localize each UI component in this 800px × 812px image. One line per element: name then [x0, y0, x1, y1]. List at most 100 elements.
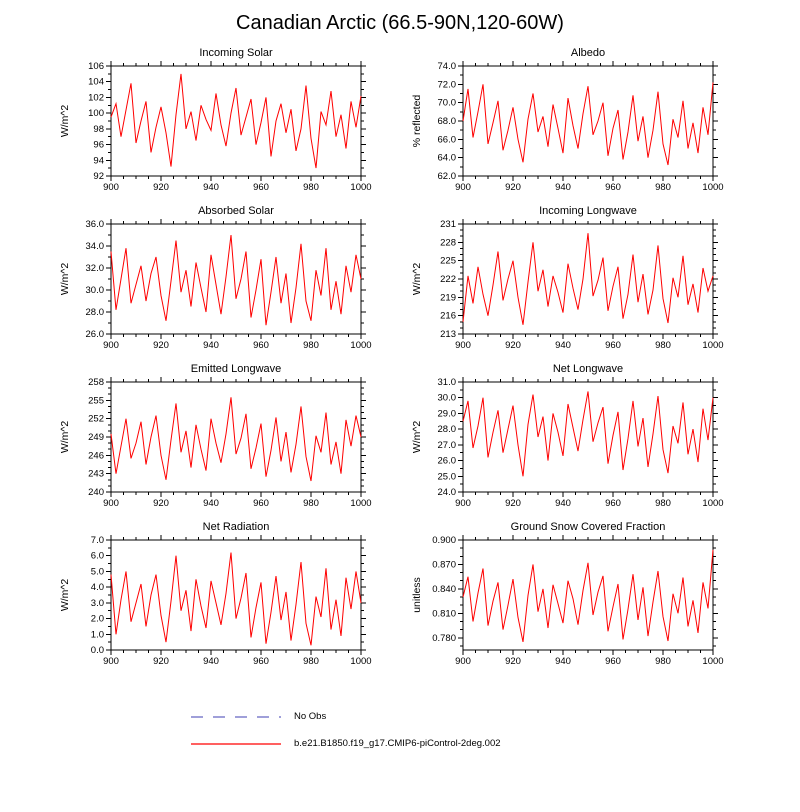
y-tick-label: 30.0 — [86, 285, 105, 296]
plot-area: 900 920 940 960 980 1000 240 243 246 249 252 255 258 — [88, 377, 372, 509]
y-axis-label: W/m^2 — [59, 420, 71, 454]
x-tick-label: 1000 — [702, 656, 723, 667]
legend-label-model-run: b.e21.B1850.f19_g17.CMIP6-piControl-2deg… — [294, 738, 501, 749]
x-tick-label: 980 — [655, 340, 671, 351]
x-tick-label: 900 — [103, 498, 119, 509]
plot-wrap: W/m^2 900 920 940 960 980 1000 26.0 28.0 30.0 32.… — [49, 217, 399, 355]
series-line — [110, 552, 362, 646]
y-tick-label: 0.810 — [432, 608, 456, 619]
x-tick-label: 1000 — [350, 340, 371, 351]
y-tick-label: 96 — [93, 140, 104, 151]
y-tick-label: 255 — [88, 395, 104, 406]
x-tick-label: 900 — [103, 656, 119, 667]
chart-title: Ground Snow Covered Fraction — [510, 521, 666, 533]
series-line — [462, 549, 714, 642]
y-tick-label: 74.0 — [438, 61, 457, 72]
y-tick-label: 228 — [440, 237, 456, 248]
y-tick-label: 31.0 — [438, 377, 457, 388]
y-axis-label: W/m^2 — [59, 104, 71, 138]
y-tick-label: 32.0 — [86, 263, 105, 274]
x-tick-label: 960 — [253, 656, 269, 667]
series-line — [462, 391, 714, 477]
x-tick-label: 980 — [303, 182, 319, 193]
x-tick-label: 1000 — [702, 340, 723, 351]
x-tick-label: 980 — [303, 498, 319, 509]
plot-wrap: W/m^2 900 920 940 960 980 1000 0.0 1.0 2.0 3.0 4.0… — [49, 533, 399, 671]
y-tick-label: 243 — [88, 469, 104, 480]
plot-area: 900 920 940 960 980 1000 0.0 1.0 2.0 3.0 4.0 5.0 6.0… — [91, 535, 372, 667]
legend-item-no-obs: No Obs — [190, 711, 610, 722]
no-obs-dashed-line-icon — [191, 715, 281, 718]
y-axis-label: unitless — [411, 577, 423, 613]
x-tick-label: 980 — [303, 340, 319, 351]
chart-albedo: Albedo % reflected 900 920 940 960 980 1000 62… — [401, 47, 751, 197]
x-tick-label: 940 — [203, 656, 219, 667]
legend-item-model-run: b.e21.B1850.f19_g17.CMIP6-piControl-2deg… — [190, 738, 610, 749]
series-line — [462, 233, 714, 325]
chart-title: Incoming Longwave — [539, 205, 637, 217]
x-tick-label: 980 — [655, 498, 671, 509]
y-tick-label: 104 — [88, 77, 104, 88]
chart-title: Incoming Solar — [199, 47, 273, 59]
plot-area: 900 920 940 960 980 1000 213 216 219 222 225 228 231 — [440, 219, 724, 351]
x-tick-label: 980 — [655, 656, 671, 667]
y-tick-label: 24.0 — [438, 487, 457, 498]
x-tick-label: 900 — [455, 498, 471, 509]
y-tick-label: 240 — [88, 487, 104, 498]
y-tick-label: 62.0 — [438, 171, 457, 182]
y-tick-label: 0.780 — [432, 633, 456, 644]
y-tick-label: 258 — [88, 377, 104, 388]
y-axis-label: W/m^2 — [59, 578, 71, 612]
chart-net-longwave: Net Longwave W/m^2 900 920 940 960 980 1000 24… — [401, 363, 751, 513]
x-tick-label: 1000 — [350, 656, 371, 667]
plot-frame — [462, 381, 714, 493]
x-tick-label: 960 — [605, 340, 621, 351]
plot-wrap: W/m^2 900 920 940 960 980 1000 213 216 219 222 225… — [401, 217, 751, 355]
y-tick-label: 36.0 — [86, 219, 105, 230]
plot-frame — [110, 223, 362, 335]
x-tick-label: 940 — [203, 182, 219, 193]
y-tick-label: 216 — [440, 311, 456, 322]
y-tick-label: 102 — [88, 92, 104, 103]
plot-wrap: W/m^2 900 920 940 960 980 1000 240 243 246 249 252… — [49, 375, 399, 513]
series-line — [110, 73, 362, 169]
x-tick-label: 960 — [605, 182, 621, 193]
series-line — [462, 82, 714, 166]
x-tick-label: 920 — [505, 182, 521, 193]
x-tick-label: 960 — [605, 656, 621, 667]
y-tick-label: 94 — [93, 155, 104, 166]
x-tick-label: 1000 — [702, 498, 723, 509]
y-tick-label: 29.0 — [438, 408, 457, 419]
model-run-line-icon — [191, 742, 281, 745]
legend: No Obs b.e21.B1850.f19_g17.CMIP6-piContr… — [0, 711, 800, 749]
chart-title: Emitted Longwave — [190, 363, 282, 375]
plot-wrap: unitless 900 920 940 960 980 1000 0.780 0.810 0.… — [401, 533, 751, 671]
x-tick-label: 940 — [555, 182, 571, 193]
page-title: Canadian Arctic (66.5-90N,120-60W) — [236, 12, 564, 34]
y-tick-label: 1.0 — [91, 629, 104, 640]
y-tick-label: 0.870 — [432, 559, 456, 570]
y-tick-label: 26.0 — [438, 456, 457, 467]
y-tick-label: 64.0 — [438, 153, 457, 164]
y-tick-label: 225 — [440, 256, 456, 267]
x-tick-label: 900 — [455, 182, 471, 193]
chart-title: Net Radiation — [202, 521, 270, 533]
y-tick-label: 27.0 — [438, 440, 457, 451]
y-tick-label: 252 — [88, 414, 104, 425]
y-tick-label: 0.0 — [91, 645, 104, 656]
chart-incoming-solar: Incoming Solar W/m^2 900 920 940 960 980 1000… — [49, 47, 399, 197]
x-tick-label: 960 — [253, 182, 269, 193]
y-tick-label: 2.0 — [91, 614, 104, 625]
plot-frame — [110, 381, 362, 493]
charts-grid: Incoming Solar W/m^2 900 920 940 960 980 1000… — [0, 47, 800, 671]
x-tick-label: 940 — [203, 498, 219, 509]
chart-title: Albedo — [570, 47, 606, 59]
x-tick-label: 900 — [103, 182, 119, 193]
plot-wrap: W/m^2 900 920 940 960 980 1000 92 94 96 98 100 102 1… — [49, 59, 399, 197]
chart-title: Net Longwave — [552, 363, 624, 375]
series-line — [110, 397, 362, 482]
y-tick-label: 219 — [440, 292, 456, 303]
y-tick-label: 3.0 — [91, 598, 104, 609]
y-tick-label: 231 — [440, 219, 456, 230]
y-tick-label: 6.0 — [91, 551, 104, 562]
